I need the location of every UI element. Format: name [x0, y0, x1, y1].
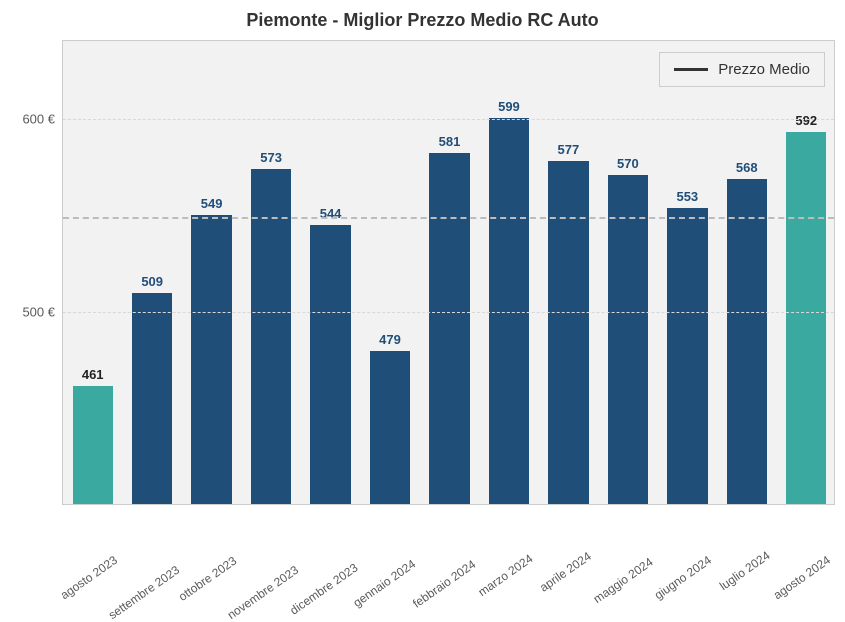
bar-value-label: 509 [141, 274, 163, 293]
bar-value-label: 592 [795, 113, 817, 132]
bar: 479 [370, 351, 410, 504]
bar-value-label: 553 [676, 189, 698, 208]
x-tick-label: settembre 2023 [106, 563, 182, 622]
bar: 509 [132, 293, 172, 504]
bar-value-label: 479 [379, 332, 401, 351]
y-tick-label: 500 € [22, 305, 63, 320]
bar: 599 [489, 118, 529, 504]
bar: 568 [727, 179, 767, 505]
plot-area: 461509549573544479581599577570553568592 … [62, 40, 835, 505]
bar: 570 [608, 175, 648, 504]
bar-value-label: 599 [498, 99, 520, 118]
average-line [63, 217, 834, 219]
bar-value-label: 570 [617, 156, 639, 175]
x-tick-label: marzo 2024 [476, 551, 536, 599]
x-axis-labels: agosto 2023settembre 2023ottobre 2023nov… [62, 515, 835, 615]
x-tick-label: ottobre 2023 [176, 554, 239, 604]
gridline [63, 312, 834, 313]
price-chart: Piemonte - Miglior Prezzo Medio RC Auto … [0, 0, 845, 610]
bar: 592 [786, 132, 826, 504]
x-tick-label: gennaio 2024 [351, 557, 419, 610]
bar: 461 [73, 386, 113, 504]
legend-line-icon [674, 68, 708, 71]
x-tick-label: maggio 2024 [591, 555, 656, 606]
bar-value-label: 568 [736, 160, 758, 179]
y-tick-label: 600 € [22, 111, 63, 126]
x-tick-label: novembre 2023 [225, 563, 301, 622]
bar: 553 [667, 208, 707, 504]
bar: 549 [191, 215, 231, 504]
gridline [63, 119, 834, 120]
x-tick-label: febbraio 2024 [410, 557, 478, 611]
chart-title: Piemonte - Miglior Prezzo Medio RC Auto [0, 10, 845, 31]
bar-value-label: 461 [82, 367, 104, 386]
x-tick-label: aprile 2024 [538, 549, 595, 595]
bar-value-label: 581 [439, 134, 461, 153]
bar: 577 [548, 161, 588, 504]
bar-value-label: 549 [201, 196, 223, 215]
legend-label: Prezzo Medio [718, 61, 810, 78]
bar-value-label: 544 [320, 206, 342, 225]
bar-value-label: 573 [260, 150, 282, 169]
bars-container: 461 509 549 573 544 479 581 599 577 570 553 568 592 [63, 41, 834, 504]
x-tick-label: agosto 2023 [58, 553, 120, 602]
x-tick-label: luglio 2024 [717, 548, 773, 593]
bar: 581 [429, 153, 469, 504]
x-tick-label: agosto 2024 [771, 553, 833, 602]
x-tick-label: giugno 2024 [652, 553, 714, 602]
bar-value-label: 577 [558, 142, 580, 161]
bar: 544 [310, 225, 350, 504]
legend: Prezzo Medio [659, 52, 825, 87]
